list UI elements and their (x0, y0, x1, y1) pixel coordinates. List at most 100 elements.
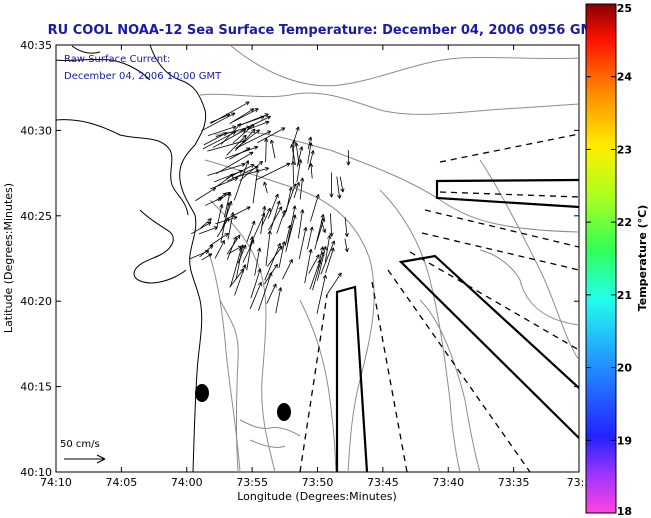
current-vector (269, 139, 276, 159)
current-vector (212, 128, 247, 148)
current-vector (268, 206, 283, 231)
current-vector (198, 226, 218, 235)
current-vector (234, 128, 256, 152)
annotation-line-1: Raw Surface Current: (64, 54, 170, 65)
colorbar-ticks: 25 24 23 22 21 20 19 18 (586, 2, 632, 518)
current-vector (329, 172, 334, 198)
y-ticks: 40:35 40:30 40:25 40:20 40:15 40:10 (20, 39, 579, 479)
current-vector (246, 220, 256, 243)
current-vector (324, 234, 332, 262)
current-vector (216, 151, 254, 175)
y-tick-label: 40:25 (20, 210, 52, 223)
scale-label: 50 cm/s (60, 439, 100, 450)
x-tick-label: 73:35 (498, 476, 530, 489)
map-title: RU COOL NOAA-12 Sea Surface Temperature:… (48, 23, 603, 38)
current-vector (225, 145, 259, 159)
x-tick-label: 74:00 (171, 476, 203, 489)
current-vector (307, 150, 315, 171)
plot-frame (55, 44, 580, 473)
current-vector (304, 248, 313, 284)
current-vector (252, 168, 260, 204)
current-vector (201, 253, 213, 261)
current-vector (228, 245, 243, 254)
current-vector (209, 113, 231, 123)
current-vector (299, 177, 305, 200)
current-vector (207, 162, 246, 176)
current-vector (195, 187, 217, 202)
current-vector (260, 205, 267, 235)
buoy-marker (277, 403, 291, 421)
bathymetry-contours (199, 45, 579, 472)
x-tick-label: 73:40 (432, 476, 464, 489)
current-vectors (189, 101, 351, 314)
colorbar-tick-label: 25 (617, 2, 632, 15)
current-vector (325, 272, 342, 297)
current-vector (208, 125, 237, 137)
current-vector (285, 214, 297, 252)
y-tick-label: 40:10 (20, 466, 52, 479)
current-vector (317, 246, 327, 281)
current-vector (247, 120, 270, 130)
colorbar-tick-label: 18 (617, 505, 632, 518)
current-vector (215, 125, 251, 137)
current-vector (287, 205, 297, 245)
current-vector (282, 258, 293, 280)
current-vector (308, 254, 320, 274)
x-tick-label: 74:10 (40, 476, 72, 489)
current-vector (320, 220, 327, 233)
current-vector (298, 226, 308, 260)
colorbar (585, 3, 617, 514)
current-vector (266, 283, 277, 304)
current-vector (216, 204, 224, 230)
current-vector (190, 221, 212, 235)
y-tick-label: 40:30 (20, 124, 52, 137)
y-tick-label: 40:15 (20, 381, 52, 394)
y-axis-label: Latitude (Degrees:Minutes) (2, 183, 15, 333)
current-vector (235, 129, 260, 150)
current-vector (232, 166, 270, 179)
colorbar-tick-label: 22 (617, 216, 632, 229)
current-vector (283, 183, 297, 218)
x-tick-label: 73:55 (236, 476, 268, 489)
y-tick-label: 40:20 (20, 295, 52, 308)
current-vector (203, 132, 228, 146)
current-vector (270, 200, 281, 231)
y-tick-label: 40:35 (20, 39, 52, 52)
current-vector (249, 212, 266, 247)
current-vector (267, 193, 279, 219)
current-vector (215, 173, 235, 188)
current-vector (226, 234, 241, 255)
current-vector (310, 193, 320, 222)
current-vector (309, 163, 314, 179)
current-vector (229, 108, 255, 124)
scale-arrow (64, 454, 106, 464)
current-vector (239, 160, 264, 182)
colorbar-label: Temperature (°C) (636, 205, 649, 312)
current-vector (240, 115, 271, 132)
current-vector (264, 242, 281, 281)
current-vector (263, 181, 268, 193)
current-vector (292, 126, 300, 145)
x-axis-label: Longitude (Degrees:Minutes) (237, 490, 397, 503)
current-vector (257, 127, 286, 144)
current-vector (306, 226, 314, 250)
current-vector (325, 247, 335, 274)
x-tick-label: 73:45 (367, 476, 399, 489)
current-vector (236, 130, 272, 149)
colorbar-tick-label: 20 (617, 362, 633, 375)
current-vector (297, 209, 305, 239)
current-vector (249, 281, 262, 310)
current-vector (344, 238, 349, 253)
current-vector (320, 240, 335, 275)
current-vector (339, 176, 345, 193)
annotation-line-2: December 04, 2006 10:00 GMT (64, 71, 222, 82)
current-vector (215, 216, 238, 225)
current-vector (209, 232, 229, 246)
current-vector (314, 214, 325, 250)
x-ticks: 74:10 74:05 74:00 73:55 73:50 73:45 73:40 73:35… (40, 45, 591, 489)
current-vector (346, 150, 351, 166)
current-vector (296, 146, 304, 167)
colorbar-tick-label: 24 (617, 71, 633, 84)
current-vector (207, 139, 247, 152)
current-vector (227, 206, 251, 219)
